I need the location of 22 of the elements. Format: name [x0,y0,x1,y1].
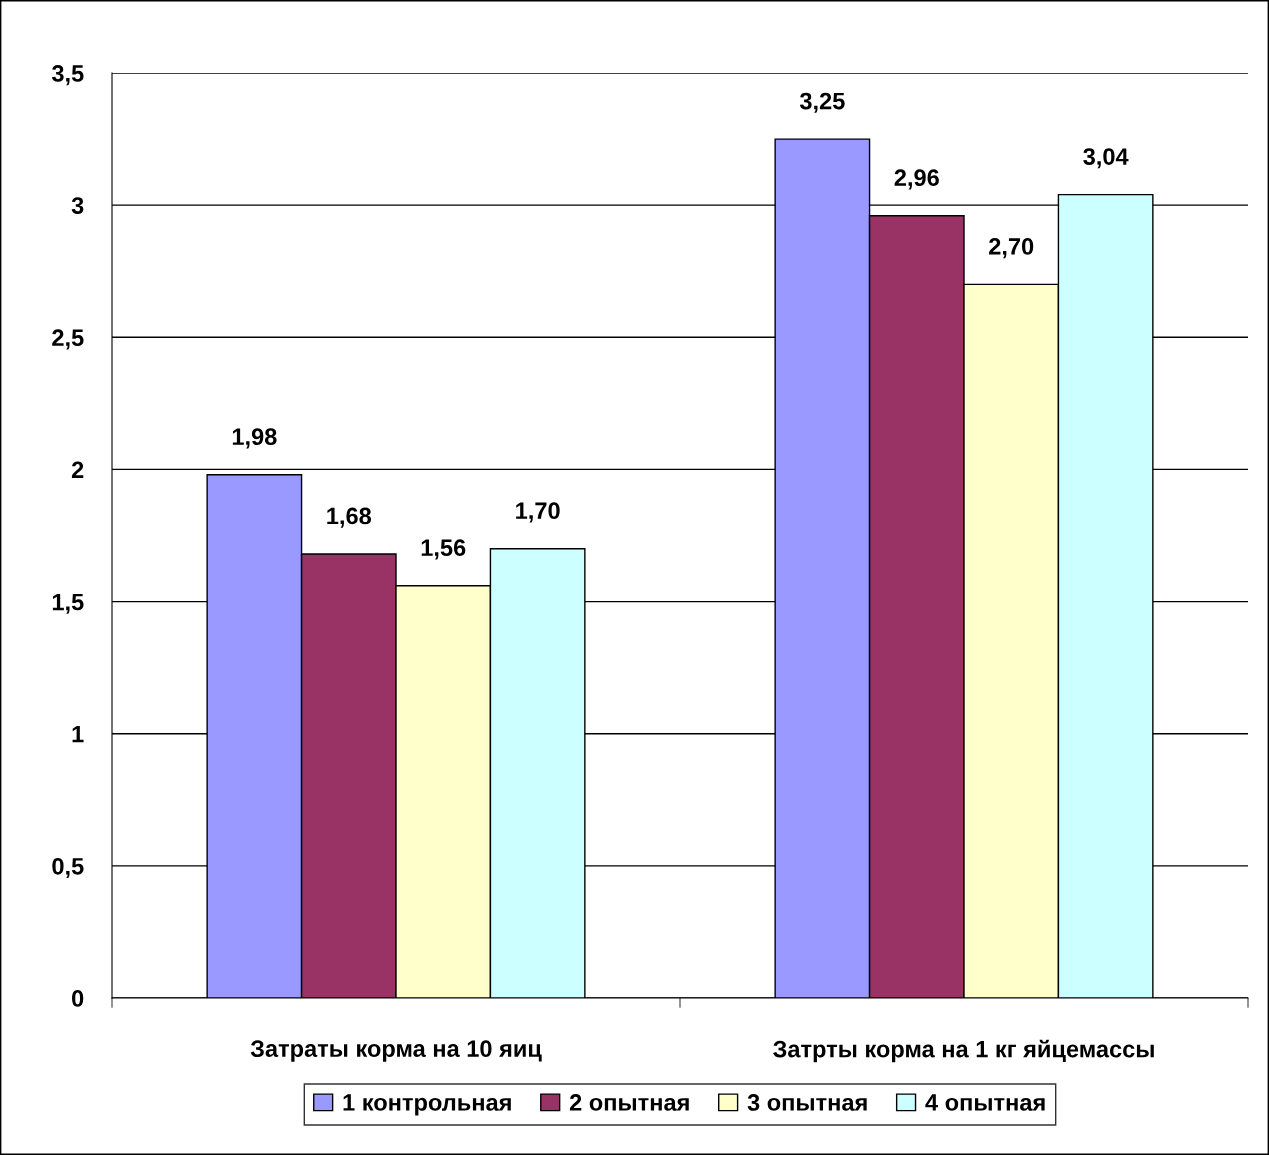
y-tick-label: 2,5 [52,329,84,350]
data-label: 3,25 [799,92,845,113]
data-label: 1,70 [516,502,560,523]
data-label: 2,70 [989,238,1034,259]
y-tick-label: 3 [71,197,84,214]
legend-label: 4 опытная [925,1094,1045,1111]
legend-label: 3 опытная [747,1094,867,1111]
y-tick-label: 1,5 [52,593,84,614]
x-tick-label: Затраты корма на 10 яиц [250,1040,542,1062]
data-label: 1,68 [327,507,372,528]
y-tick-label: 3,5 [51,65,84,86]
data-label: 2,96 [894,169,939,190]
y-tick-label: 1 [72,726,84,743]
y-tick-label: 2 [71,461,84,478]
x-tick-label: Затрты корма на 1 кг яйцемассы [773,1039,1154,1063]
data-label: 1,56 [421,539,466,560]
legend-label: 1 контрольная [343,1094,511,1116]
data-label: 1,98 [232,428,277,449]
legend-label: 2 опытная [569,1094,689,1111]
y-tick-label: 0,5 [52,857,84,879]
data-label: 3,04 [1083,148,1129,169]
y-tick-label: 0 [72,990,84,1007]
